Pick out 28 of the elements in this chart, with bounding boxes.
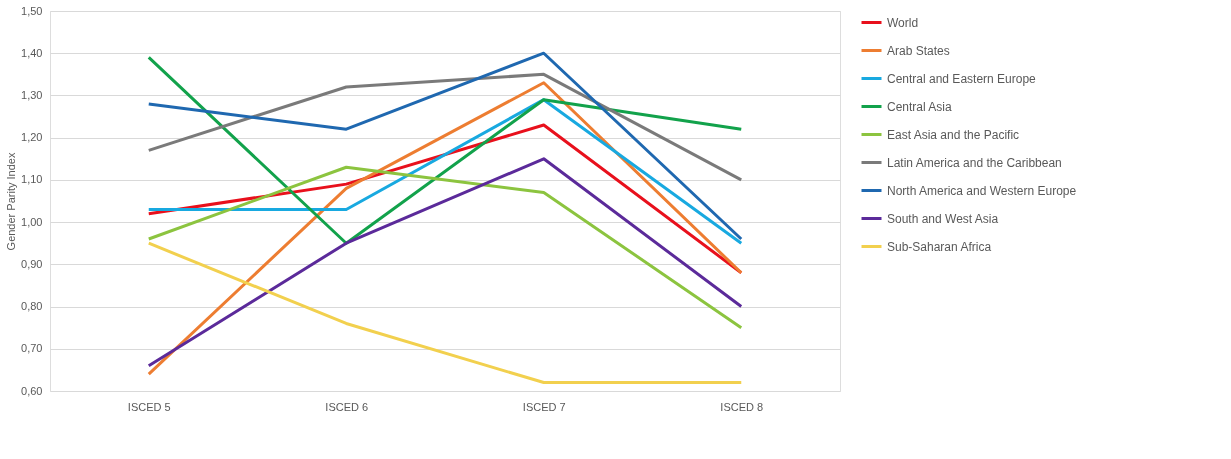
- line-series: [147, 81, 743, 376]
- legend-label: Central and Eastern Europe: [887, 71, 1037, 86]
- line-series: [147, 165, 743, 330]
- y-tick-label: 1,10: [21, 173, 43, 186]
- y-axis-title: Gender Parity Index: [5, 152, 18, 251]
- legend-label: Central Asia: [887, 99, 953, 114]
- legend-label: World: [887, 15, 919, 30]
- y-tick-label: 0,80: [21, 300, 43, 313]
- x-tick-label: ISCED 5: [127, 400, 171, 413]
- x-tick-label: ISCED 7: [522, 400, 566, 413]
- x-tick-label: ISCED 8: [720, 400, 764, 413]
- y-tick-label: 1,50: [21, 4, 43, 17]
- y-tick-label: 1,30: [21, 88, 43, 101]
- y-tick-label: 1,00: [21, 215, 43, 228]
- legend-label: East Asia and the Pacific: [887, 127, 1020, 142]
- y-tick-label: 0,60: [21, 384, 43, 397]
- legend-label: South and West Asia: [887, 211, 999, 226]
- y-tick-label: 0,70: [21, 342, 43, 355]
- legend-label: North America and Western Europe: [887, 183, 1077, 198]
- y-tick-label: 0,90: [21, 257, 43, 270]
- line-series: [147, 157, 743, 368]
- x-tick-label: ISCED 6: [325, 400, 369, 413]
- y-tick-label: 1,40: [21, 46, 43, 59]
- legend-label: Arab States: [887, 43, 950, 58]
- line-series: [147, 72, 743, 182]
- legend-label: Sub-Saharan Africa: [887, 239, 992, 254]
- y-tick-label: 1,20: [21, 131, 43, 144]
- legend-label: Latin America and the Caribbean: [887, 155, 1062, 170]
